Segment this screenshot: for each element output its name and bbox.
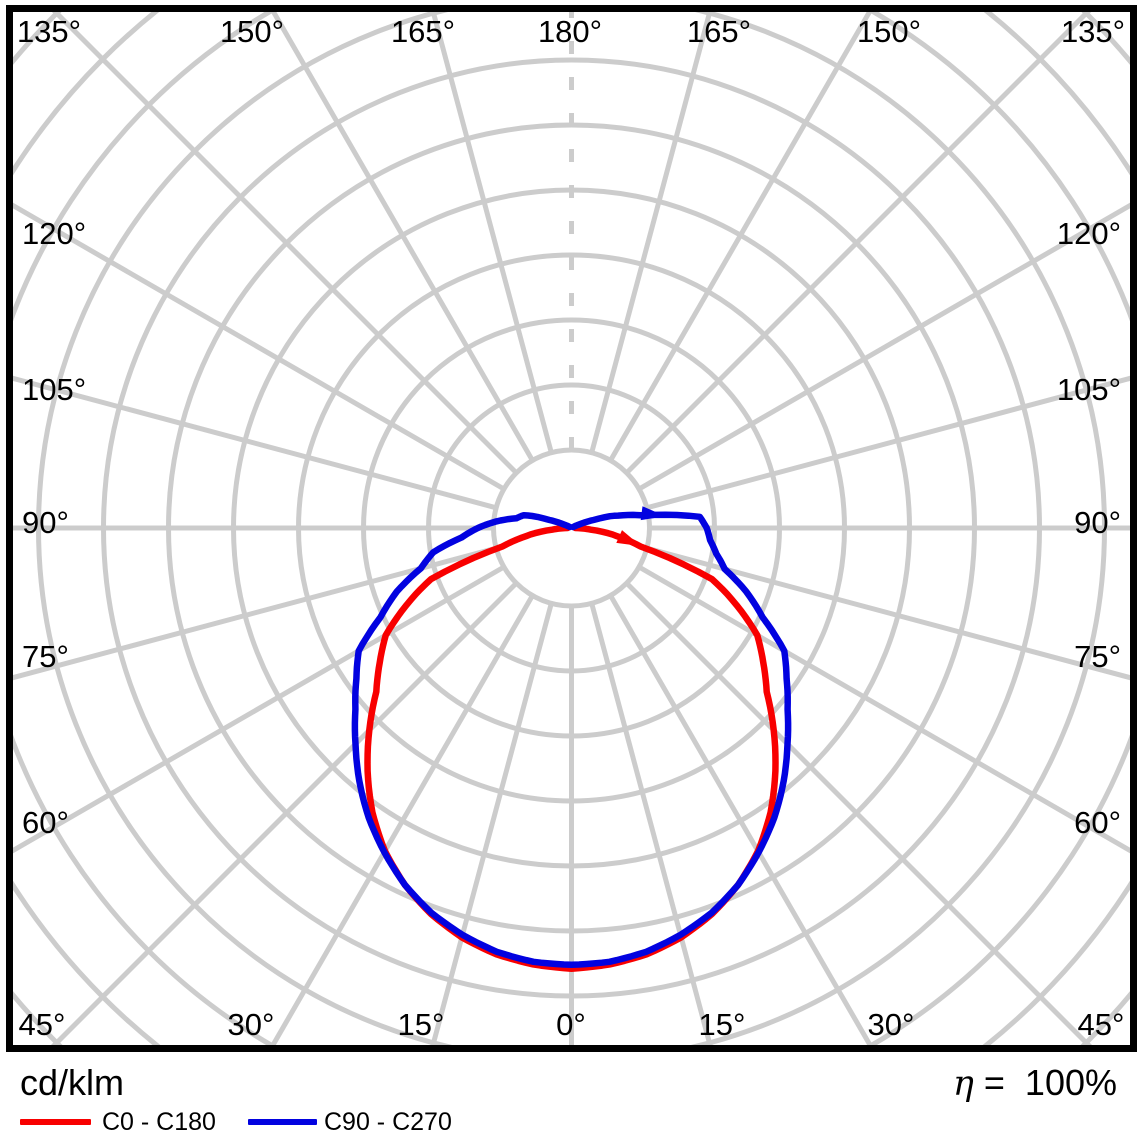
grid-ray: [13, 545, 497, 681]
gamma-label: 165°: [391, 14, 455, 49]
curves: [351, 506, 792, 972]
grid-ray: [50, 581, 519, 1045]
gamma-label: 60°: [22, 805, 69, 840]
plot-border: [6, 5, 1137, 1052]
grid-ray: [430, 602, 554, 1045]
gamma-label: 75°: [22, 639, 69, 674]
gamma-label: 45°: [19, 1007, 66, 1042]
gamma-label: 105°: [22, 372, 86, 407]
grid-ray: [646, 375, 1130, 511]
gamma-label: 105°: [1057, 372, 1121, 407]
gamma-label: 165°: [687, 14, 751, 49]
unit-label: cd/klm: [20, 1062, 125, 1103]
legend: C0 - C180 C90 - C270: [0, 1104, 1143, 1142]
grid-ray: [430, 12, 554, 454]
gamma-label: 120°: [1057, 216, 1121, 251]
grid-ray: [608, 12, 873, 462]
gamma-label: 15°: [699, 1007, 746, 1042]
grid-ray: [13, 564, 506, 854]
gamma-label: 15°: [398, 1007, 445, 1042]
gamma-label: 90°: [1074, 505, 1121, 540]
grid-ray: [13, 202, 506, 492]
grid-ray: [589, 602, 713, 1045]
gamma-label: 150°: [857, 14, 921, 49]
grid-ray: [624, 581, 1093, 1045]
legend-label-c0-c180: C0 - C180: [102, 1108, 216, 1136]
curve-arrow-icon: [616, 530, 642, 547]
gamma-label: 135°: [17, 14, 81, 49]
curve-c90-c270: [351, 511, 792, 969]
gamma-label: 75°: [1074, 639, 1121, 674]
gamma-label: 120°: [22, 216, 86, 251]
grid-ray: [646, 545, 1130, 681]
legend-label-c90-c270: C90 - C270: [324, 1108, 452, 1136]
gamma-label: 90°: [22, 505, 69, 540]
angle-labels: 135° 150° 165° 180° 165° 150° 135° 120° 105° 90° 7…: [17, 14, 1125, 1042]
efficiency-label: η = 100%: [953, 1062, 1117, 1104]
gamma-label: 150°: [220, 14, 284, 49]
eta-symbol: η: [952, 1064, 974, 1104]
legend-line-c90-c270: [248, 1119, 317, 1125]
legend-line-c0-c180: [20, 1119, 91, 1125]
grid-ray: [589, 12, 713, 454]
curve-arrow-icon: [640, 506, 666, 521]
curve-c0-c180: [364, 524, 779, 972]
gamma-label: 60°: [1074, 805, 1121, 840]
grid-ray: [637, 202, 1130, 492]
gamma-label: 30°: [228, 1007, 275, 1042]
eta-value: = 100%: [973, 1062, 1117, 1103]
grid-ray: [270, 594, 535, 1045]
gamma-label: 30°: [868, 1007, 915, 1042]
grid-ray: [13, 375, 497, 511]
gamma-label: 180°: [538, 14, 602, 49]
grid-ray: [624, 12, 1092, 475]
gamma-label: 135°: [1061, 14, 1125, 49]
grid-ray: [637, 564, 1130, 854]
grid-ray: [608, 594, 873, 1045]
gamma-label: 45°: [1078, 1007, 1125, 1042]
grid-ray: [51, 12, 519, 475]
gamma-label: 0°: [556, 1007, 586, 1042]
grid-ray: [270, 12, 535, 462]
